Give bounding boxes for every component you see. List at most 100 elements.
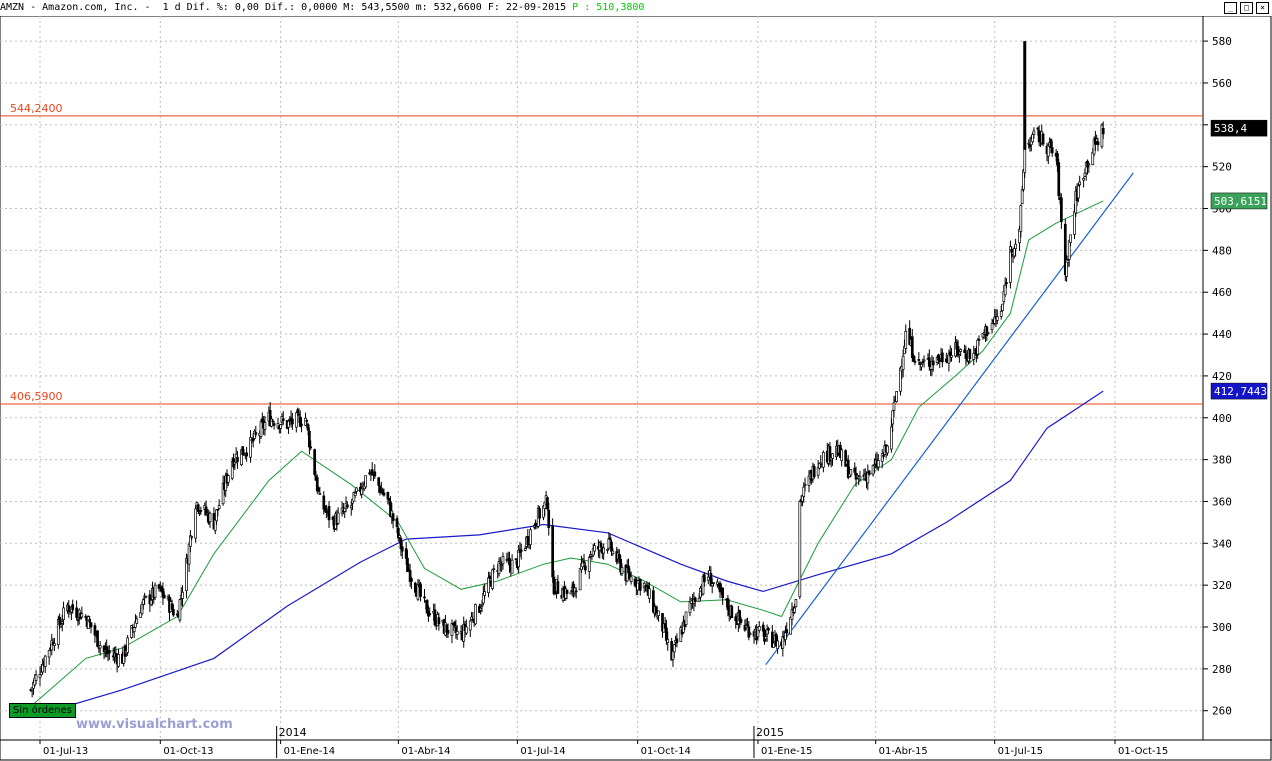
- candle-body: [373, 471, 377, 477]
- candle-body: [873, 464, 876, 467]
- candle-body: [468, 620, 472, 631]
- candle-body: [254, 432, 258, 435]
- candle-body: [840, 449, 844, 461]
- candle-body: [1083, 172, 1087, 177]
- candle-body: [963, 349, 966, 353]
- candle-body: [606, 548, 609, 551]
- candle-body: [617, 553, 621, 560]
- candle-body: [794, 599, 798, 608]
- candle-body: [1012, 248, 1016, 257]
- y-tick-label: 320: [1212, 579, 1232, 592]
- candle-body: [297, 413, 301, 416]
- candle-body: [353, 492, 357, 496]
- watermark: www.visualchart.com: [76, 717, 233, 732]
- candle-body: [871, 465, 875, 475]
- close-icon[interactable]: ×: [1256, 2, 1269, 14]
- candle-body: [593, 545, 596, 552]
- candle-body: [608, 537, 612, 541]
- candle-body: [364, 475, 367, 488]
- candle-body: [308, 430, 311, 448]
- candle-body: [986, 332, 990, 334]
- candle-body: [693, 597, 697, 602]
- candle-body: [170, 603, 174, 610]
- candle-body: [217, 505, 221, 509]
- x-tick-label: 01-Jul-15: [998, 746, 1043, 757]
- min-label: m:: [415, 2, 428, 13]
- order-status-badge[interactable]: Sin órdenes: [9, 703, 76, 718]
- candle-body: [58, 616, 61, 626]
- candle-body: [956, 346, 960, 356]
- candle-body: [43, 655, 47, 667]
- candle-body: [377, 477, 381, 486]
- security-name: Amazon.com, Inc.: [42, 2, 139, 13]
- candle-body: [1022, 169, 1025, 190]
- candle-body: [135, 618, 139, 624]
- candle-body: [249, 437, 252, 458]
- candle-body: [629, 576, 633, 582]
- candle-body: [1046, 144, 1050, 157]
- candle-body: [1019, 205, 1023, 232]
- candle-body: [671, 650, 675, 661]
- candle-body: [400, 546, 404, 552]
- candle-body: [699, 587, 702, 598]
- candle-body: [1027, 142, 1031, 145]
- candle-body: [551, 525, 555, 578]
- candle-body: [196, 504, 200, 512]
- candle-body: [259, 421, 263, 437]
- candle-body: [638, 578, 642, 591]
- candle-body: [831, 453, 834, 459]
- candle-body: [500, 564, 503, 566]
- candle-body: [763, 629, 766, 642]
- candle-body: [697, 597, 701, 602]
- candle-body: [927, 357, 931, 367]
- candle-body: [985, 326, 989, 337]
- candle-body: [1082, 177, 1085, 181]
- candle-body: [428, 613, 432, 616]
- candle-body: [534, 522, 538, 527]
- candle-body: [587, 557, 591, 572]
- level-label: 406,5900: [10, 390, 63, 403]
- candle-body: [162, 594, 166, 599]
- candle-body: [488, 575, 492, 580]
- candle-body: [802, 486, 806, 497]
- candle-body: [272, 423, 276, 426]
- candle-body: [117, 654, 120, 667]
- candle-body: [607, 538, 611, 549]
- candle-body: [98, 645, 102, 649]
- candle-body: [492, 568, 496, 571]
- candle-body: [665, 627, 668, 641]
- x-tick-label: 01-Jul-14: [520, 746, 565, 757]
- candle-body: [34, 674, 38, 681]
- candle-body: [538, 508, 541, 519]
- candle-body: [858, 476, 862, 480]
- candle-body: [300, 423, 303, 426]
- candle-body: [904, 330, 908, 349]
- candle-body: [1077, 185, 1080, 199]
- y-tick-label: 580: [1212, 35, 1232, 48]
- price-label: P :: [572, 2, 591, 13]
- y-tick-label: 420: [1212, 370, 1232, 383]
- candle-body: [853, 467, 857, 473]
- candle-body: [140, 603, 144, 615]
- candle-body: [748, 633, 752, 635]
- min-value: 532,6600: [433, 2, 482, 13]
- dif-pct-label: Dif. %:: [186, 2, 229, 13]
- candle-body: [895, 391, 898, 402]
- candle-body: [287, 420, 290, 428]
- candle-body: [198, 512, 201, 514]
- axis-badge: [1210, 119, 1268, 137]
- candle-body: [398, 535, 401, 538]
- candle-body: [208, 512, 212, 523]
- candle-body: [849, 469, 853, 476]
- candle-body: [684, 611, 688, 625]
- minimize-icon[interactable]: _: [1224, 2, 1237, 14]
- candle-body: [812, 466, 816, 478]
- maximize-icon[interactable]: □: [1240, 2, 1253, 14]
- candle-body: [910, 336, 914, 358]
- candle-body: [547, 509, 551, 528]
- candle-body: [912, 355, 915, 362]
- candle-body: [882, 455, 885, 457]
- candle-body: [880, 453, 884, 462]
